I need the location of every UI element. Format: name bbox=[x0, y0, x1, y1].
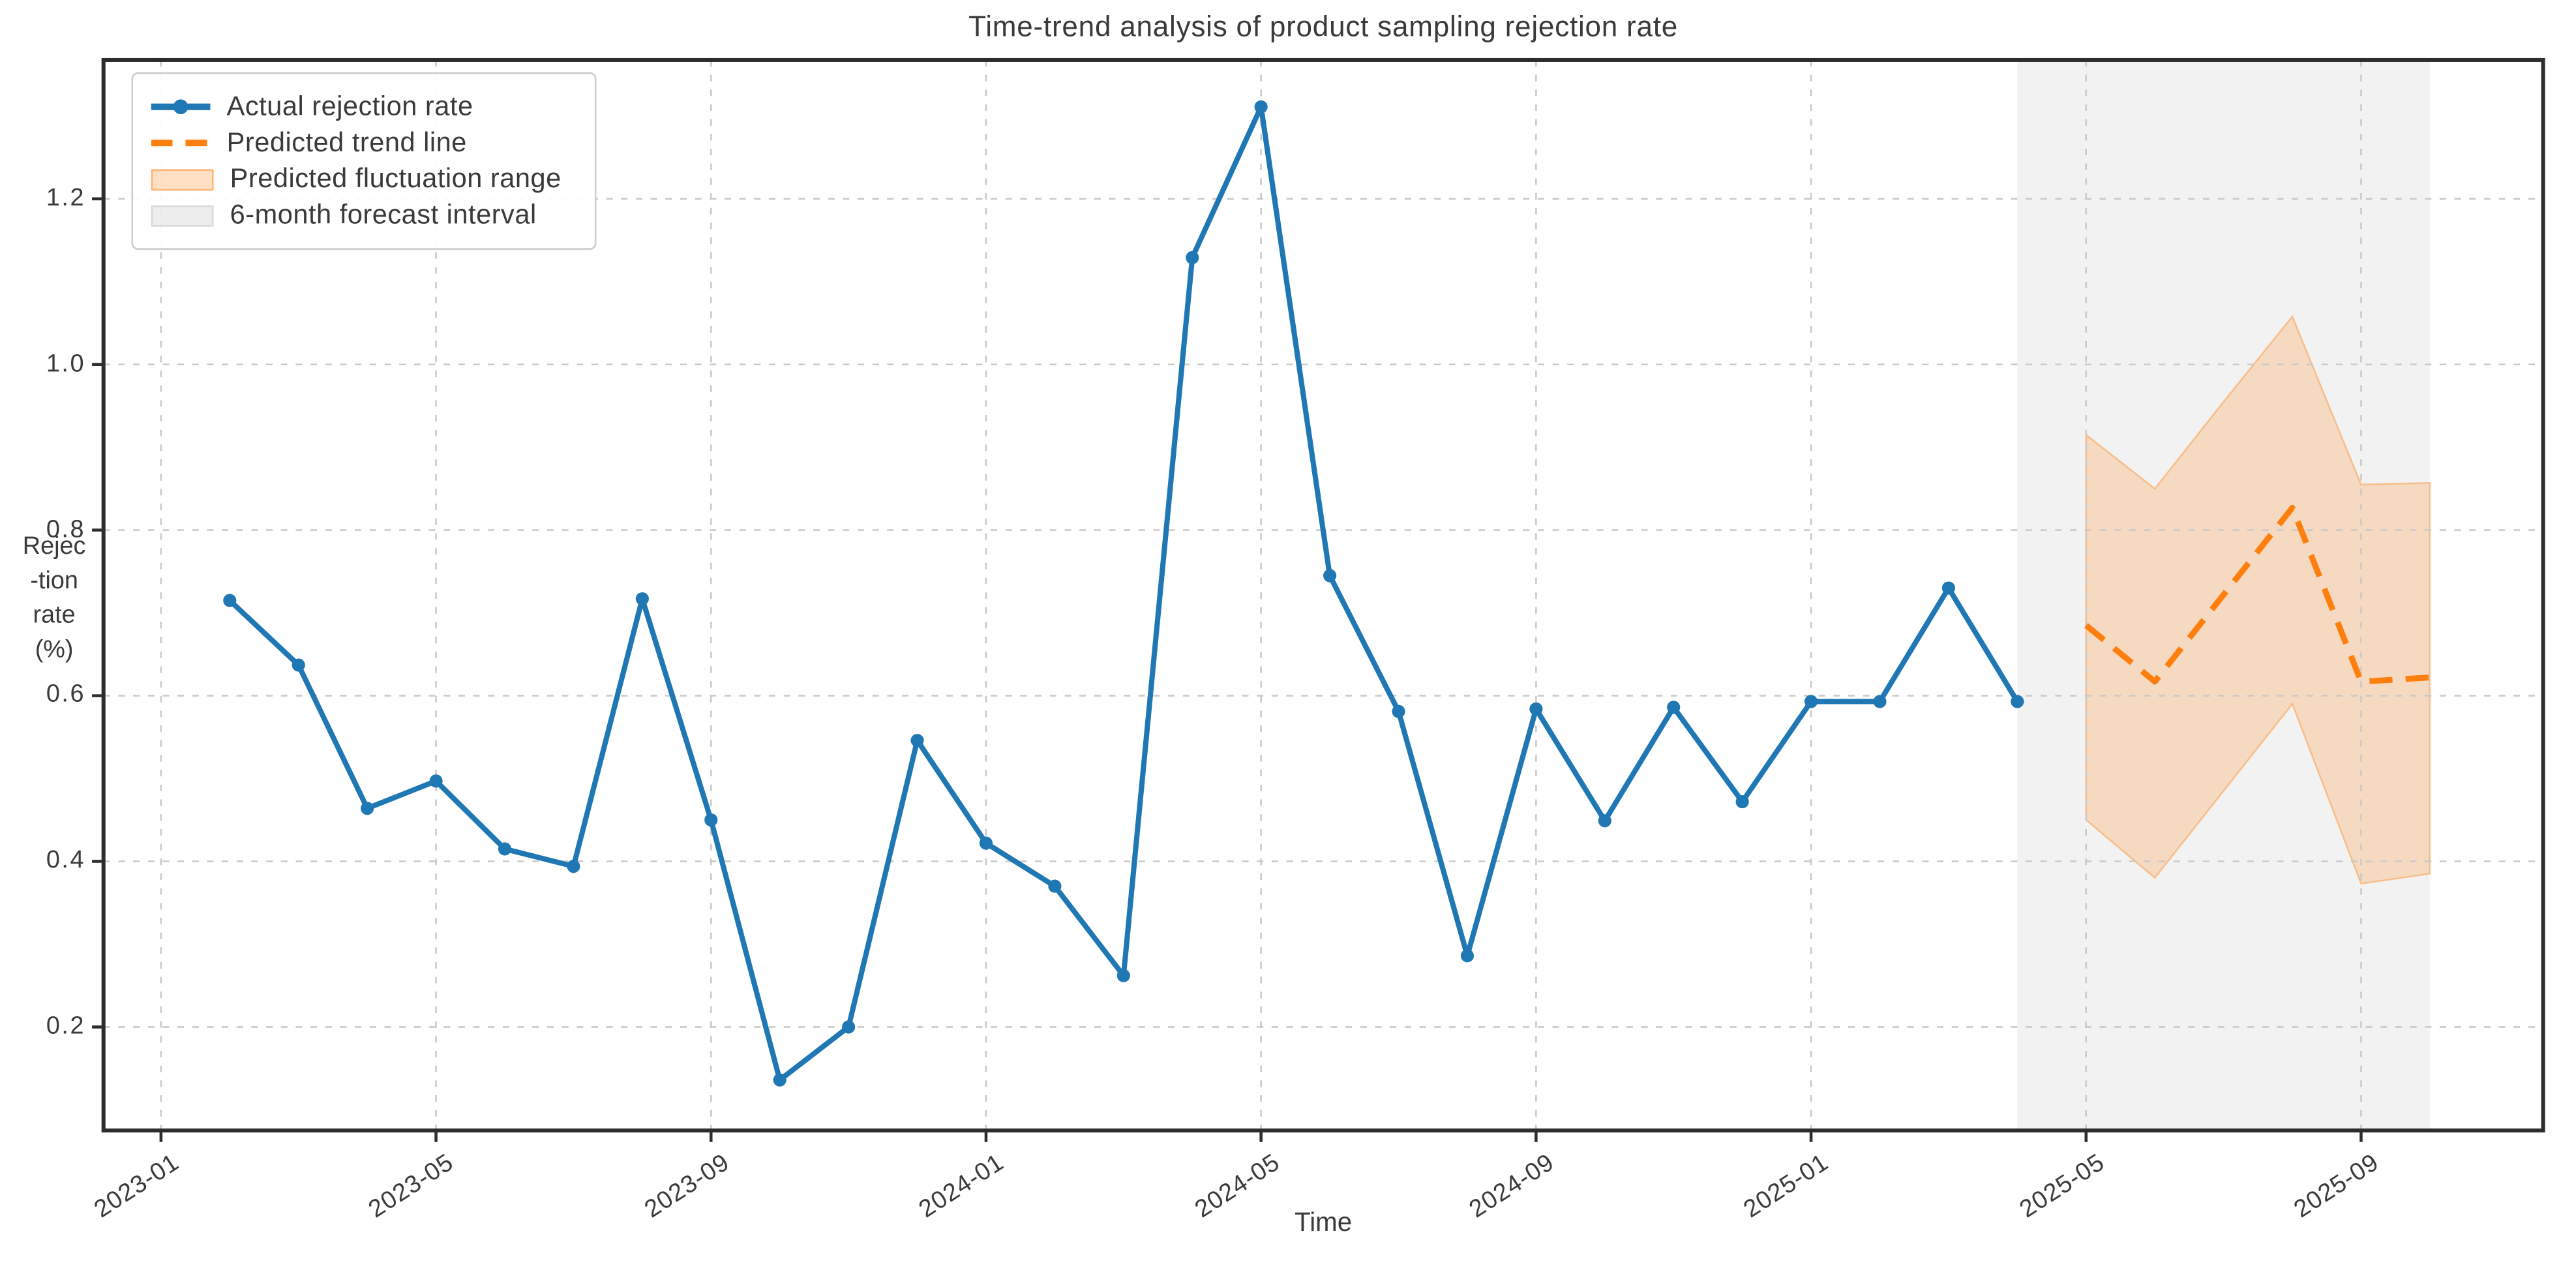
data-point-marker bbox=[498, 842, 512, 856]
legend-item-fluctuation: Predicted fluctuation range bbox=[151, 161, 562, 197]
data-point-marker bbox=[223, 594, 237, 607]
data-point-marker bbox=[1323, 569, 1337, 582]
data-point-marker bbox=[1735, 795, 1749, 809]
y-tick-label: 0.4 bbox=[46, 846, 85, 875]
actual-rejection-line bbox=[227, 104, 2020, 1083]
y-axis-label-line: Rejec bbox=[22, 532, 86, 561]
plot-spines bbox=[101, 57, 2545, 1133]
data-point-marker bbox=[910, 734, 924, 748]
data-point-marker bbox=[567, 860, 580, 873]
data-point-marker bbox=[1667, 701, 1681, 714]
fluctuation-range-band bbox=[2085, 314, 2431, 885]
y-tick-label: 1.2 bbox=[46, 184, 85, 212]
legend-label: Actual rejection rate bbox=[226, 91, 473, 121]
legend-label: Predicted fluctuation range bbox=[230, 163, 562, 193]
dashed-line-swatch-icon bbox=[151, 140, 211, 146]
data-point-marker bbox=[429, 774, 443, 788]
predicted-trend-line bbox=[2084, 504, 2431, 685]
data-point-marker bbox=[979, 836, 993, 850]
y-axis-label-line: rate bbox=[33, 601, 76, 629]
y-axis-label: Rejec -tion rate (%) bbox=[10, 529, 98, 667]
legend-box: Actual rejection rate Predicted trend li… bbox=[131, 72, 596, 250]
y-tick-label: 0.6 bbox=[46, 680, 85, 709]
data-point-marker bbox=[842, 1020, 856, 1034]
legend-item-predicted: Predicted trend line bbox=[151, 125, 562, 160]
data-point-marker bbox=[1392, 704, 1405, 718]
y-tick-label: 1.0 bbox=[46, 350, 85, 378]
data-point-marker bbox=[1254, 100, 1268, 113]
chart-title: Time-trend analysis of product sampling … bbox=[968, 10, 1679, 43]
data-point-marker bbox=[1941, 581, 1955, 595]
data-point-marker bbox=[1460, 949, 1475, 963]
data-point-marker bbox=[1116, 969, 1130, 982]
data-point-marker bbox=[1529, 702, 1543, 716]
data-point-marker bbox=[704, 813, 718, 827]
data-point-marker bbox=[292, 658, 305, 672]
legend-label: 6-month forecast interval bbox=[230, 200, 537, 230]
data-point-marker bbox=[635, 592, 649, 606]
y-axis-label-line: -tion bbox=[30, 567, 78, 595]
y-tick-label: 0.8 bbox=[46, 515, 85, 543]
data-point-marker bbox=[1804, 695, 1818, 708]
fill-box-swatch-icon bbox=[151, 168, 214, 190]
legend-label: Predicted trend line bbox=[226, 127, 467, 157]
y-tick-label: 0.2 bbox=[46, 1012, 85, 1040]
data-point-marker bbox=[2011, 695, 2024, 708]
data-point-marker bbox=[1873, 695, 1887, 708]
x-axis-label: Time bbox=[1295, 1209, 1353, 1237]
data-point-marker bbox=[361, 802, 374, 815]
fill-box-swatch-icon bbox=[151, 204, 214, 226]
line-marker-swatch-icon bbox=[151, 99, 211, 115]
legend-item-actual: Actual rejection rate bbox=[151, 89, 562, 125]
y-axis-label-line: (%) bbox=[35, 635, 74, 664]
data-point-marker bbox=[1186, 250, 1199, 265]
data-point-marker bbox=[1048, 879, 1062, 893]
data-point-marker bbox=[773, 1073, 786, 1087]
data-point-marker bbox=[1598, 814, 1611, 828]
legend-item-forecast-interval: 6-month forecast interval bbox=[151, 197, 562, 233]
